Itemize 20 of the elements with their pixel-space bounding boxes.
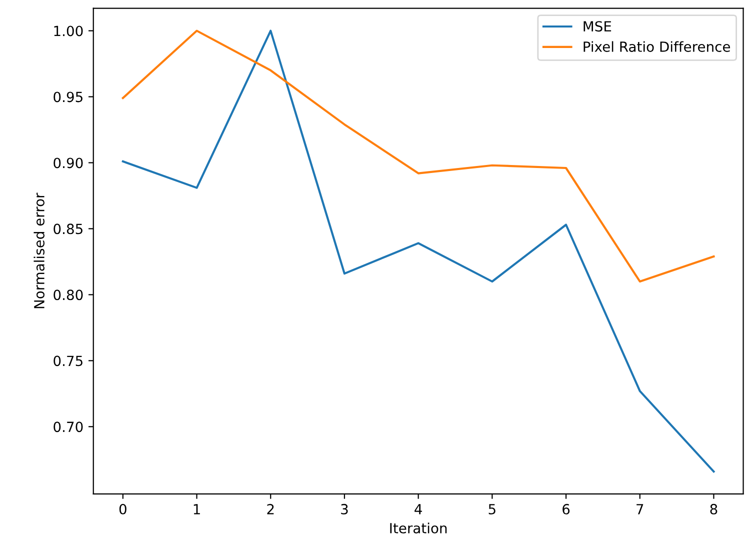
x-tick-label: 4 — [414, 504, 422, 514]
y-tick-label: 0.80 — [54, 290, 83, 300]
y-axis-title: Normalised error — [34, 192, 44, 308]
x-tick-label: 8 — [710, 504, 718, 514]
x-tick-label: 2 — [267, 504, 274, 514]
x-tick-label: 3 — [341, 504, 348, 514]
y-tick-label: 0.70 — [54, 422, 83, 432]
x-axis-title: Iteration — [390, 522, 447, 534]
y-tick-label: 0.85 — [54, 224, 82, 234]
legend-label: Pixel Ratio Difference — [584, 41, 730, 52]
x-tick-label: 5 — [488, 504, 496, 514]
x-tick-label: 0 — [119, 504, 126, 514]
x-tick-label: 1 — [194, 504, 200, 514]
legend-label: MSE — [584, 21, 612, 32]
y-tick-label: 1.00 — [54, 26, 83, 36]
y-tick-label: 0.90 — [54, 158, 83, 168]
x-tick-label: 6 — [562, 504, 570, 514]
y-tick-label: 0.95 — [54, 92, 82, 102]
x-tick-label: 7 — [636, 504, 644, 514]
y-tick-label: 0.75 — [54, 356, 82, 366]
